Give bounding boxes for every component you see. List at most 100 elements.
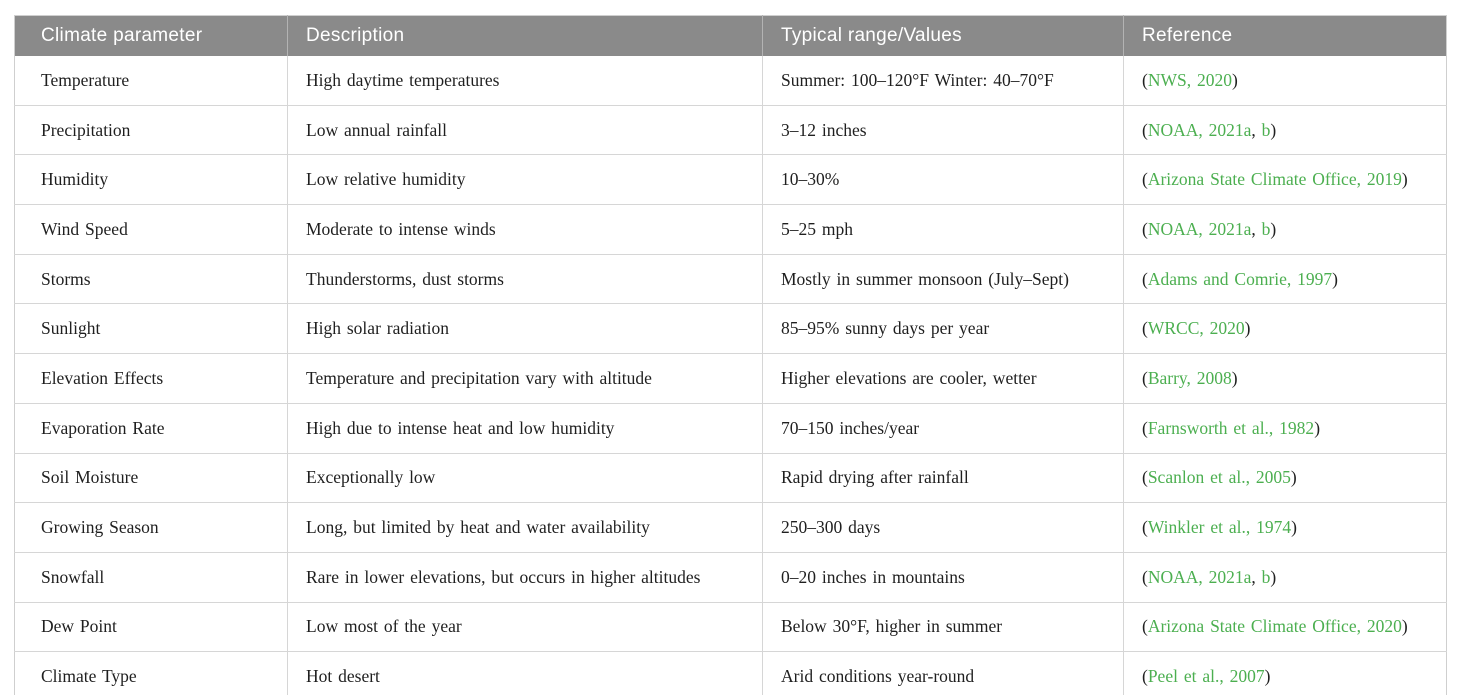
cell-range: Rapid drying after rainfall — [762, 452, 1124, 503]
cell-description: Exceptionally low — [287, 452, 763, 503]
reference-text: ( — [1142, 616, 1148, 637]
cell-range: Below 30°F, higher in summer — [762, 601, 1124, 652]
cell-reference: (WRCC, 2020) — [1123, 303, 1447, 354]
reference-link[interactable]: Barry, 2008 — [1147, 367, 1232, 388]
reference-text: , — [1251, 218, 1262, 239]
table-row: Wind Speed Moderate to intense winds 5–25 … — [14, 204, 1447, 255]
reference-link[interactable]: WRCC, 2020 — [1147, 318, 1245, 339]
reference-link[interactable]: Adams and Comrie, 1997 — [1147, 268, 1333, 289]
cell-description: Moderate to intense winds — [287, 204, 763, 255]
cell-parameter: Temperature — [41, 69, 130, 90]
table-row: Elevation Effects Temperature and precipi… — [14, 353, 1447, 404]
cell-reference: (Farnsworth et al., 1982) — [1123, 402, 1447, 453]
cell-description: Temperature and precipitation vary with … — [287, 353, 763, 404]
cell-description: High due to intense heat and low humidit… — [287, 402, 763, 453]
cell-parameter: Humidity — [14, 154, 288, 205]
reference-link[interactable]: Arizona State Climate Office, 2019 — [1147, 169, 1402, 190]
reference-text: , — [1251, 119, 1262, 140]
reference-text: ) — [1401, 616, 1408, 637]
table-row: Dew Point Low most of the year Below 30°F,… — [14, 601, 1447, 652]
reference-text: ( — [1142, 367, 1148, 388]
cell-parameter: Sunlight — [14, 303, 288, 354]
cell-reference: (NWS, 2020) — [1123, 56, 1447, 106]
cell-parameter: Soil Moisture — [14, 452, 288, 503]
table-row: Snowfall Rare in lower elevations, but oc… — [14, 551, 1447, 603]
table-body: Temperature High daytime temperatures Summ… — [14, 56, 1447, 695]
reference-text: ) — [1332, 268, 1338, 289]
reference-link[interactable]: Farnsworth et al., 1982 — [1147, 417, 1315, 438]
header-cell-typical-range: Typical range/Values — [762, 15, 1124, 56]
reference-link[interactable]: b — [1261, 119, 1271, 140]
cell-reference: (Barry, 2008) — [1123, 353, 1447, 404]
table-row: Sunlight High solar radiation 85–95% sunny… — [14, 303, 1447, 354]
table-row: Growing Season Long, but limited by heat … — [14, 502, 1447, 553]
reference-text: ( — [1142, 517, 1148, 538]
reference-text: ( — [1142, 218, 1148, 239]
reference-text: ) — [1264, 666, 1271, 687]
reference-text: ) — [1270, 119, 1277, 140]
reference-link[interactable]: Arizona State Climate Office, 2020 — [1147, 616, 1402, 637]
cell-reference: (Winkler et al., 1974) — [1123, 502, 1447, 553]
reference-link[interactable]: NWS, 2020 — [1147, 69, 1232, 90]
cell-parameter: Climate Type — [14, 651, 288, 695]
cell-parameter: Elevation Effects — [14, 353, 288, 404]
reference-text: ( — [1142, 119, 1148, 140]
cell-range: 3–12 inches — [762, 104, 1124, 155]
cell-description: Thunderstorms, dust storms — [287, 253, 763, 304]
reference-text: ) — [1270, 218, 1277, 239]
reference-link[interactable]: NOAA, 2021a — [1147, 218, 1252, 239]
header-cell-climate-parameter: Climate parameter — [14, 15, 288, 56]
table-row: Evaporation Rate High due to intense heat… — [14, 402, 1447, 453]
table-row: Soil Moisture Exceptionally low Rapid dryi… — [14, 452, 1447, 503]
reference-text: ( — [1142, 318, 1148, 339]
table-row: Temperature High daytime temperatures Summ… — [15, 56, 1447, 106]
cell-reference: (Scanlon et al., 2005) — [1123, 452, 1447, 503]
cell-description: Long, but limited by heat and water avai… — [287, 502, 763, 553]
reference-text: ) — [1290, 467, 1297, 488]
reference-text: ) — [1270, 566, 1277, 587]
reference-text: ) — [1231, 69, 1238, 90]
cell-parameter: Evaporation Rate — [14, 402, 288, 453]
cell-range: 5–25 mph — [762, 204, 1124, 255]
cell-range: 250–300 days — [762, 502, 1124, 553]
cell-reference: (Adams and Comrie, 1997) — [1123, 253, 1447, 304]
cell-range: 70–150 inches/year — [762, 402, 1124, 453]
cell-reference: (Peel et al., 2007) — [1123, 651, 1447, 695]
cell-parameter: Storms — [14, 253, 288, 304]
reference-text: ( — [1142, 69, 1148, 90]
cell-parameter: Snowfall — [14, 551, 288, 603]
reference-link[interactable]: Winkler et al., 1974 — [1147, 517, 1292, 538]
reference-text: , — [1251, 566, 1262, 587]
reference-link[interactable]: Peel et al., 2007 — [1147, 666, 1265, 687]
cell-reference: (Arizona State Climate Office, 2020) — [1123, 601, 1447, 652]
cell-parameter: Dew Point — [14, 601, 288, 652]
cell-parameter: Growing Season — [14, 502, 288, 553]
reference-link[interactable]: NOAA, 2021a — [1147, 119, 1252, 140]
cell-description: High solar radiation — [287, 303, 763, 354]
cell-range: Mostly in summer monsoon (July–Sept) — [762, 253, 1124, 304]
cell-range: Summer: 100–120°F Winter: 40–70°F — [762, 56, 1124, 106]
cell-parameter: Precipitation — [14, 104, 288, 155]
table-header-row: Climate parameter Description Typical ra… — [14, 15, 1447, 56]
cell-description: High daytime temperatures — [287, 56, 763, 106]
cell-parameter: Wind Speed — [14, 204, 288, 255]
cell-description: Low most of the year — [287, 601, 763, 652]
reference-text: ( — [1142, 467, 1148, 488]
reference-link[interactable]: NOAA, 2021a — [1147, 566, 1252, 587]
cell-range: Higher elevations are cooler, wetter — [762, 353, 1124, 404]
cell-description: Hot desert — [287, 651, 763, 695]
reference-link[interactable]: b — [1261, 566, 1271, 587]
cell-reference: (NOAA, 2021a, b) — [1123, 104, 1447, 155]
reference-text: ) — [1291, 517, 1297, 538]
reference-text: ( — [1142, 566, 1148, 587]
reference-text: ) — [1314, 417, 1321, 438]
cell-range: Arid conditions year-round — [762, 651, 1124, 695]
reference-link[interactable]: Scanlon et al., 2005 — [1147, 467, 1291, 488]
reference-text: ) — [1401, 169, 1408, 190]
reference-link[interactable]: b — [1261, 218, 1271, 239]
header-cell-description: Description — [287, 15, 763, 56]
cell-reference: (Arizona State Climate Office, 2019) — [1123, 154, 1447, 205]
climate-parameters-table: Climate parameter Description Typical ra… — [14, 15, 1447, 695]
cell-description: Low relative humidity — [287, 154, 763, 205]
